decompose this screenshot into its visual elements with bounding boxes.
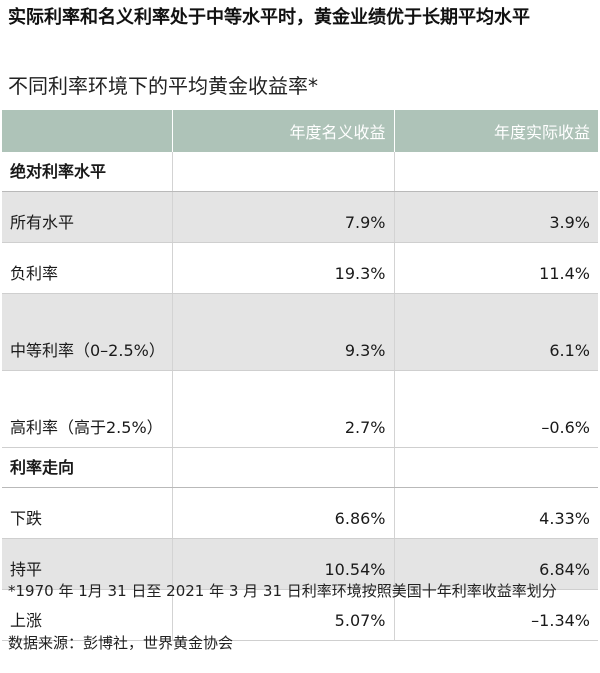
table-row: 下跌 6.86% 4.33%	[2, 487, 598, 539]
section-title: 绝对利率水平	[2, 152, 173, 192]
header-label-cell	[2, 110, 173, 152]
row-label: 负利率	[2, 242, 173, 294]
section-title: 利率走向	[2, 447, 173, 488]
real-value: 4.33%	[394, 487, 598, 539]
row-label: 持平	[2, 538, 173, 590]
source-note: 数据来源：彭博社，世界黄金协会	[8, 634, 234, 652]
empty-cell	[394, 447, 598, 488]
real-value: 6.1%	[394, 293, 598, 371]
header-row: 年度名义收益 年度实际收益	[2, 110, 598, 152]
returns-table: 年度名义收益 年度实际收益 绝对利率水平 所有水平 7.9% 3.9% 负利率 …	[2, 110, 598, 641]
table-row: 所有水平 7.9% 3.9%	[2, 191, 598, 243]
section-row-absolute: 绝对利率水平	[2, 152, 598, 192]
real-value: 6.84%	[394, 538, 598, 590]
row-label: 所有水平	[2, 191, 173, 243]
nominal-value: 10.54%	[172, 538, 395, 590]
table-row: 高利率（高于2.5%） 2.7% –0.6%	[2, 370, 598, 448]
header-real: 年度实际收益	[394, 110, 598, 152]
real-value: –0.6%	[394, 370, 598, 448]
nominal-value: 7.9%	[172, 191, 395, 243]
nominal-value: 19.3%	[172, 242, 395, 294]
nominal-value: 6.86%	[172, 487, 395, 539]
row-label: 中等利率（0–2.5%）	[2, 293, 173, 371]
empty-cell	[172, 447, 395, 488]
table-title: 不同利率环境下的平均黄金收益率*	[8, 74, 318, 98]
table-row: 负利率 19.3% 11.4%	[2, 242, 598, 294]
real-value: 11.4%	[394, 242, 598, 294]
real-value: –1.34%	[394, 589, 598, 641]
empty-cell	[394, 152, 598, 192]
nominal-value: 9.3%	[172, 293, 395, 371]
empty-cell	[172, 152, 395, 192]
real-value: 3.9%	[394, 191, 598, 243]
headline: 实际利率和名义利率处于中等水平时，黄金业绩优于长期平均水平	[8, 7, 530, 28]
table-row: 持平 10.54% 6.84%	[2, 538, 598, 590]
row-label: 下跌	[2, 487, 173, 539]
nominal-value: 5.07%	[172, 589, 395, 641]
nominal-value: 2.7%	[172, 370, 395, 448]
table-row: 上涨 5.07% –1.34%	[2, 589, 598, 641]
section-row-direction: 利率走向	[2, 447, 598, 488]
header-nominal: 年度名义收益	[172, 110, 395, 152]
row-label: 高利率（高于2.5%）	[2, 370, 173, 448]
footnote: *1970 年 1月 31 日至 2021 年 3 月 31 日利率环境按照美国…	[8, 582, 557, 600]
row-label: 上涨	[2, 589, 173, 641]
table-row: 中等利率（0–2.5%） 9.3% 6.1%	[2, 293, 598, 371]
